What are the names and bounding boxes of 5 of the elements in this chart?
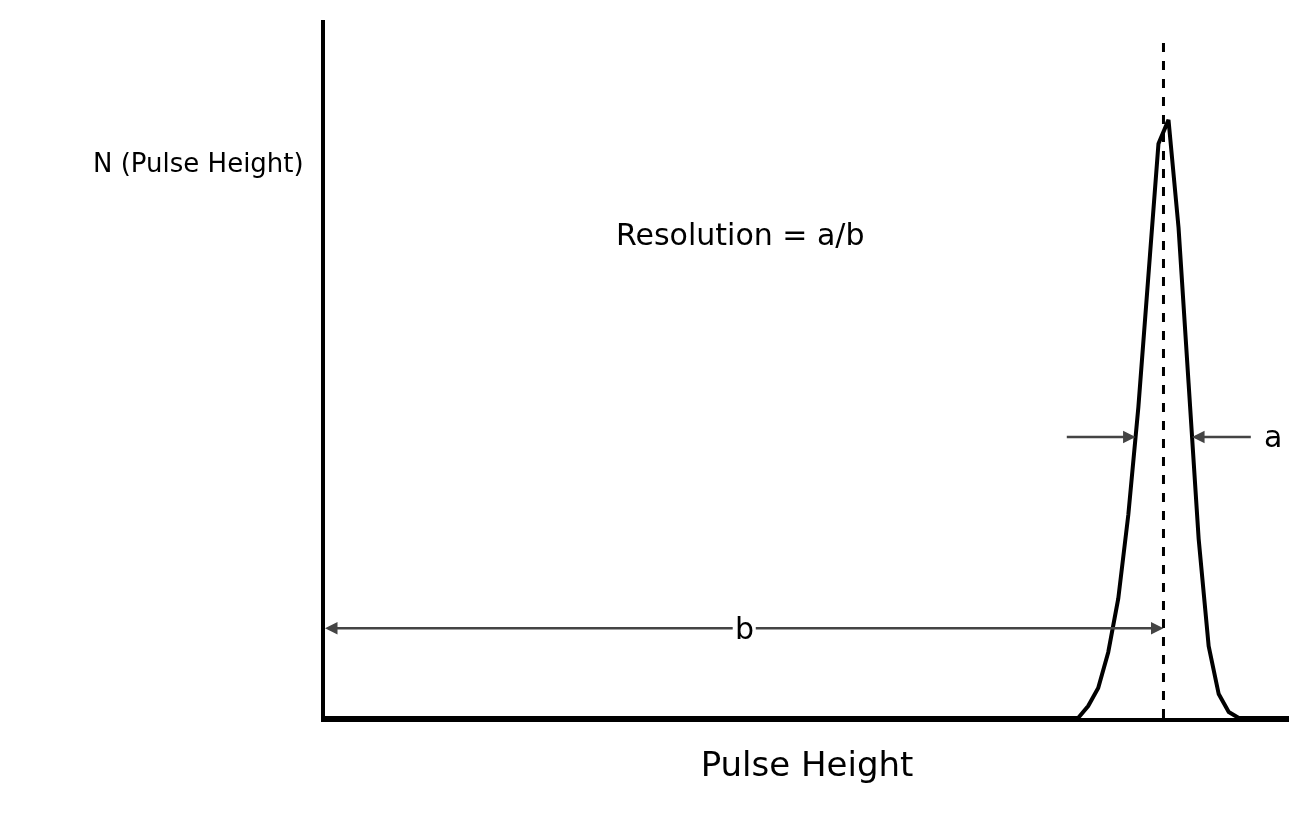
annotation: b bbox=[735, 611, 755, 646]
x-axis-title: Pulse Height bbox=[700, 744, 914, 785]
annotation: a bbox=[1264, 419, 1283, 454]
annotation: Resolution = a/b bbox=[616, 217, 865, 252]
y-axis-title: N (Pulse Height) bbox=[93, 148, 304, 178]
